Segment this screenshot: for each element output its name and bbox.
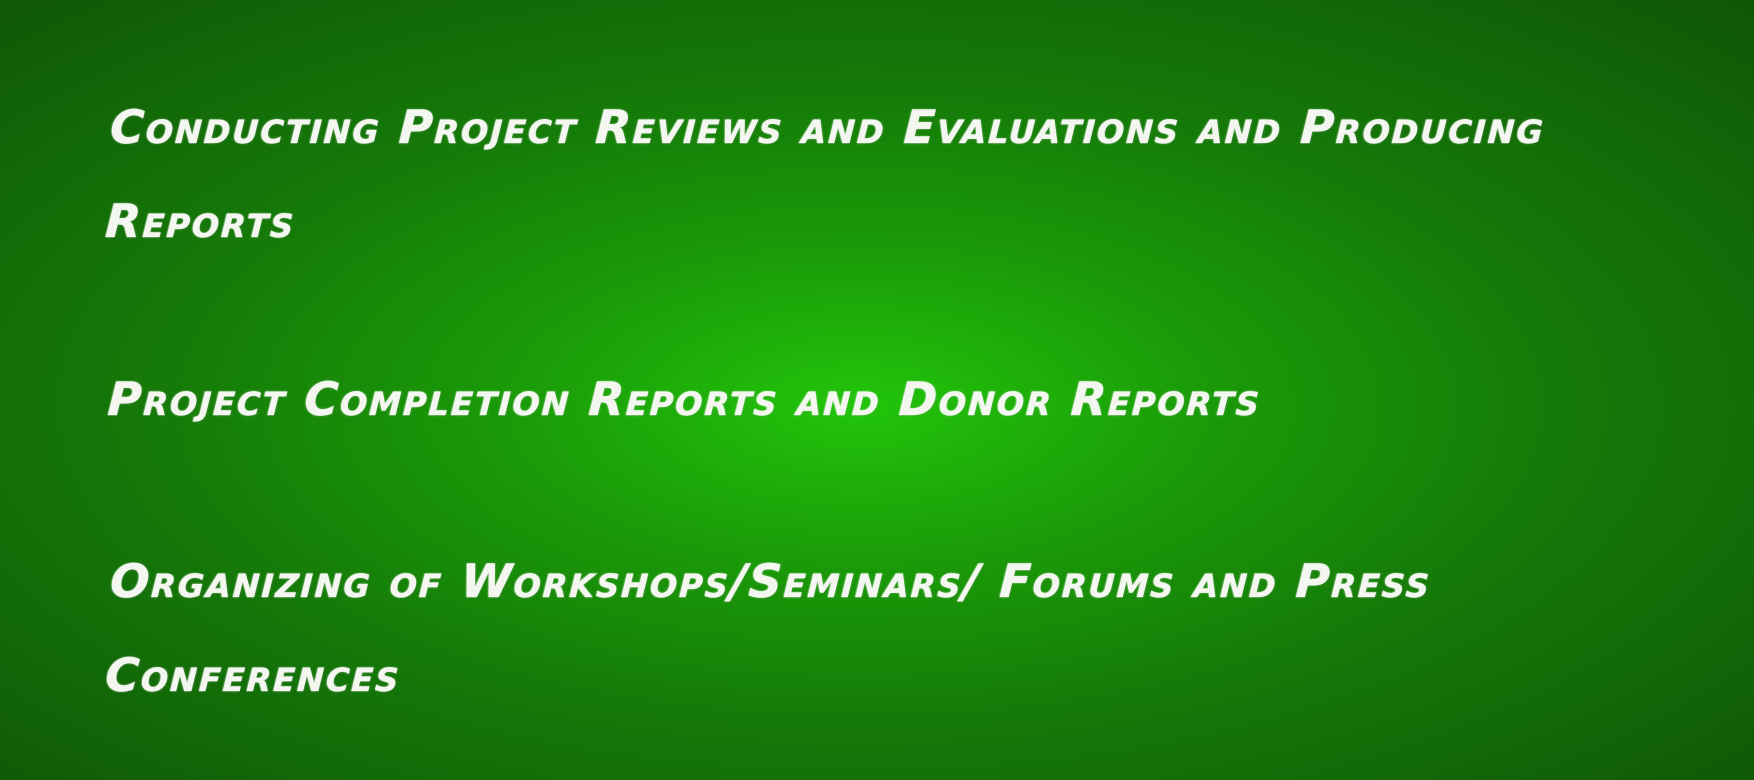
- chalk-text-completion-reports: Project Completion Reports and Donor Rep…: [106, 372, 1263, 427]
- chalk-text-project-reviews: Conducting Project Reviews and Evaluatio…: [104, 100, 1547, 249]
- chalk-text-workshops: Organizing of Workshops/Seminars/ Forums…: [104, 554, 1433, 703]
